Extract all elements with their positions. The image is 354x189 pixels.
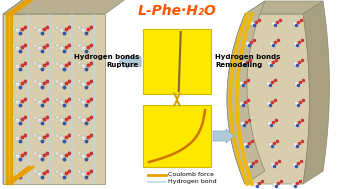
Polygon shape xyxy=(3,0,127,14)
FancyArrow shape xyxy=(213,129,235,143)
Polygon shape xyxy=(3,0,25,184)
Polygon shape xyxy=(227,1,265,184)
Text: Coulomb force: Coulomb force xyxy=(168,173,214,177)
Text: Hydrogen bond: Hydrogen bond xyxy=(168,180,217,184)
Bar xyxy=(143,105,211,167)
Text: L-Phe·H₂O: L-Phe·H₂O xyxy=(138,4,216,18)
Polygon shape xyxy=(303,1,330,184)
Text: Hydrogen bonds
Rupture: Hydrogen bonds Rupture xyxy=(74,54,139,68)
Polygon shape xyxy=(227,14,309,184)
Polygon shape xyxy=(3,14,105,184)
Bar xyxy=(143,29,211,94)
Polygon shape xyxy=(245,1,323,14)
Text: Hydrogen bonds
Remodeling: Hydrogen bonds Remodeling xyxy=(215,54,280,68)
FancyArrow shape xyxy=(119,54,141,68)
